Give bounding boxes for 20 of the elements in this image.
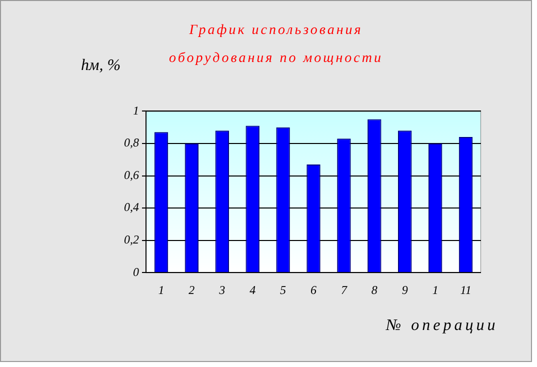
y-tick-label: 0,2 <box>124 232 139 246</box>
y-axis-title: hм, % <box>81 57 121 75</box>
y-tick-label: 0,6 <box>124 168 139 182</box>
x-tick-label: 9 <box>402 282 408 297</box>
y-tick-label: 0 <box>133 264 139 279</box>
y-tick-label: 1 <box>133 103 139 118</box>
x-tick-label: 1 <box>158 282 164 297</box>
x-tick-label: 2 <box>188 282 195 297</box>
x-tick-label: 5 <box>280 282 286 297</box>
y-tick-label: 0,8 <box>124 136 139 150</box>
x-axis-title: № операции <box>386 317 498 335</box>
x-tick-label: 4 <box>250 282 256 297</box>
x-tick-label: 3 <box>218 282 226 297</box>
x-tick-label: 8 <box>371 282 378 297</box>
x-tick-label: 7 <box>340 282 348 297</box>
x-tick-label: 11 <box>460 282 472 297</box>
x-tick-label: 6 <box>310 282 316 297</box>
chart-title: График использования оборудования по мощности <box>168 22 384 68</box>
y-tick-label: 0,4 <box>124 200 139 214</box>
x-tick-label: 1 <box>432 282 438 297</box>
